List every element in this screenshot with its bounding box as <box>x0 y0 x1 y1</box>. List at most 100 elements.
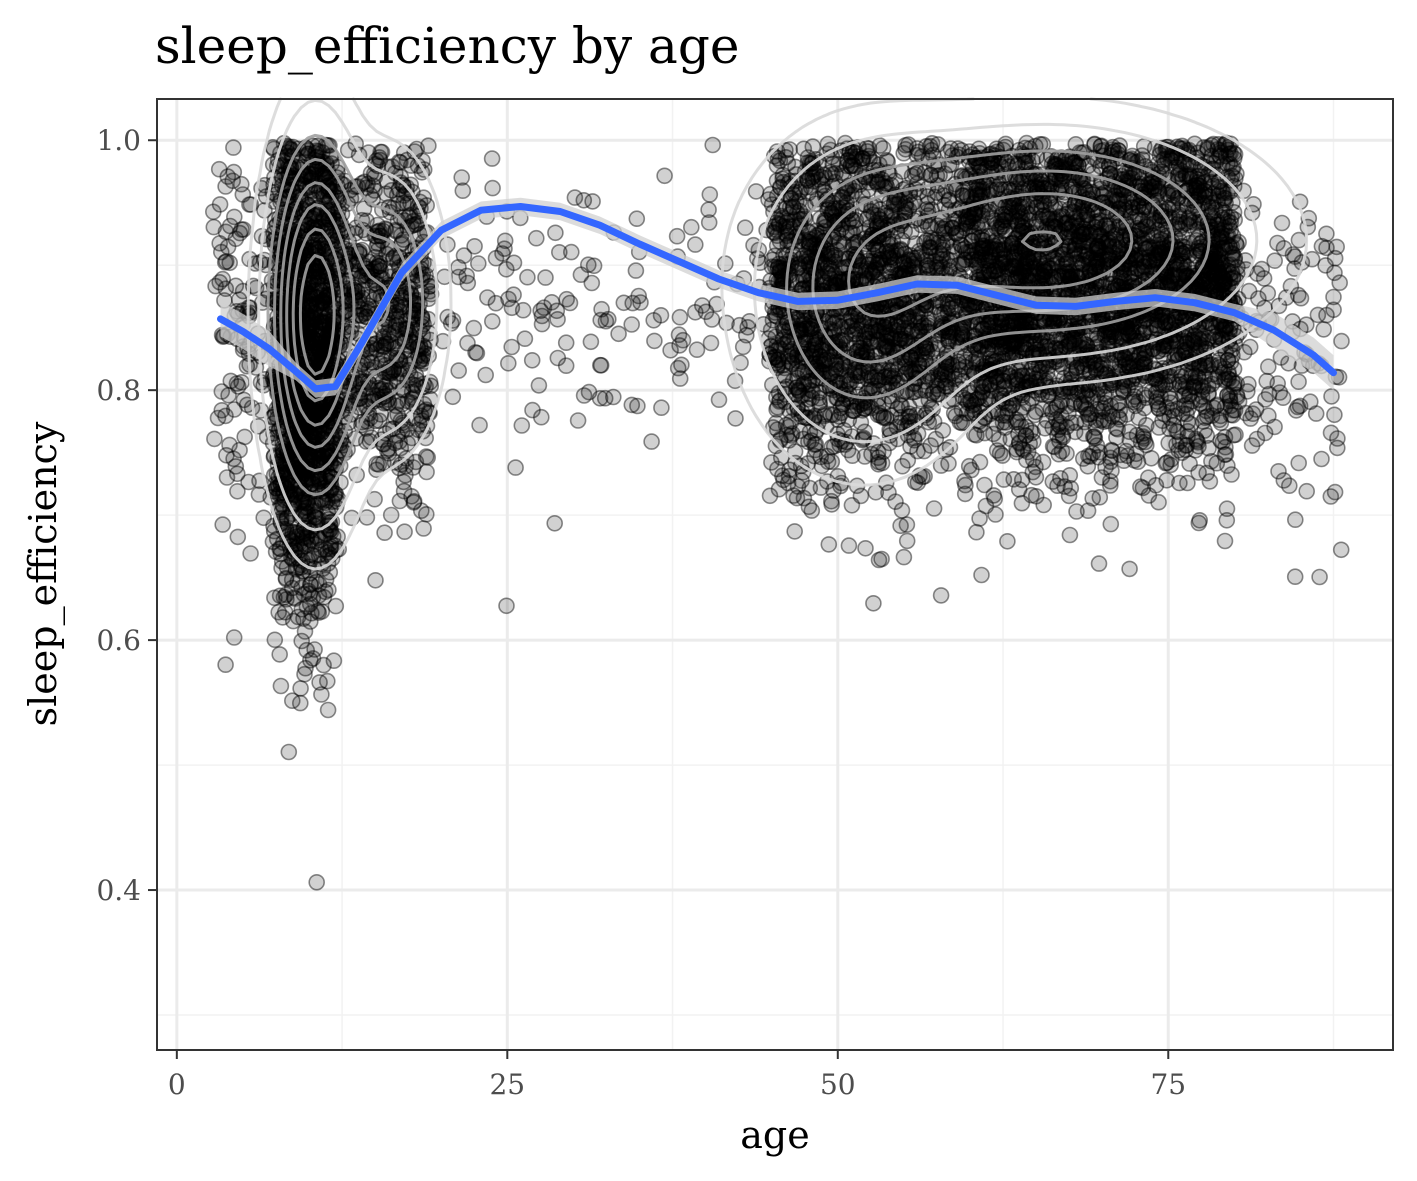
data-point <box>264 533 282 551</box>
data-point <box>935 187 953 204</box>
data-point <box>643 433 660 450</box>
data-point <box>319 701 337 719</box>
data-point <box>693 297 711 314</box>
data-point <box>293 632 311 650</box>
data-point <box>895 319 913 336</box>
data-point <box>308 509 326 527</box>
data-point <box>627 262 645 279</box>
data-point <box>301 613 319 630</box>
data-point <box>901 349 919 367</box>
data-point <box>716 255 734 272</box>
data-point <box>688 341 706 359</box>
data-point <box>530 377 548 394</box>
data-point <box>840 537 858 554</box>
data-point <box>932 587 950 604</box>
data-point <box>499 354 517 372</box>
data-point <box>820 536 838 553</box>
data-point <box>477 366 495 384</box>
data-point <box>217 280 235 298</box>
data-point <box>870 455 887 473</box>
data-point <box>224 172 241 190</box>
data-point <box>308 260 326 277</box>
data-point <box>514 301 532 319</box>
data-point <box>674 331 692 349</box>
data-point <box>899 451 917 469</box>
data-point <box>211 196 229 213</box>
data-point <box>289 608 307 626</box>
data-point <box>537 269 554 286</box>
data-point <box>309 270 327 288</box>
data-point <box>219 238 237 256</box>
data-point <box>242 545 259 562</box>
data-point <box>825 438 843 455</box>
data-point <box>897 195 915 212</box>
data-point <box>316 165 333 183</box>
data-point <box>591 356 609 374</box>
data-point <box>519 268 536 286</box>
data-point <box>247 279 265 297</box>
data-point <box>527 229 545 247</box>
data-point <box>704 136 722 154</box>
data-point <box>213 243 230 261</box>
data-point <box>479 289 496 306</box>
data-point <box>314 293 331 311</box>
data-point <box>300 446 318 464</box>
data-point <box>217 656 234 674</box>
data-point <box>668 227 686 245</box>
data-point <box>206 430 223 448</box>
data-point <box>211 235 228 252</box>
data-point <box>700 214 718 231</box>
data-point <box>869 256 887 274</box>
data-point <box>229 528 247 546</box>
data-point <box>936 165 954 182</box>
data-point <box>855 149 872 167</box>
data-point <box>702 334 720 352</box>
data-point <box>296 623 314 640</box>
data-point <box>227 458 245 475</box>
data-point <box>550 244 568 261</box>
data-point <box>824 308 842 326</box>
data-point <box>558 290 576 308</box>
data-point <box>524 401 541 419</box>
data-point <box>302 576 320 594</box>
data-point <box>484 179 501 197</box>
data-point <box>209 409 227 427</box>
data-point <box>305 310 323 328</box>
data-point <box>308 295 326 312</box>
data-point <box>298 452 315 470</box>
data-point <box>225 629 243 646</box>
data-point <box>308 288 326 306</box>
data-point <box>295 482 312 500</box>
data-point <box>292 680 309 697</box>
data-point <box>233 221 250 238</box>
data-point <box>920 150 938 167</box>
data-point <box>895 548 913 566</box>
data-point <box>318 170 336 188</box>
data-point <box>777 200 795 217</box>
data-point <box>301 447 319 464</box>
data-point <box>592 311 610 329</box>
data-point <box>296 537 314 555</box>
data-point <box>271 646 289 663</box>
data-point <box>296 665 313 683</box>
data-point <box>255 509 273 527</box>
data-point <box>444 388 462 406</box>
data-point <box>790 405 807 422</box>
data-point <box>220 386 237 404</box>
data-point <box>503 338 521 356</box>
data-point <box>225 450 242 468</box>
data-point <box>376 524 393 542</box>
data-point <box>267 543 285 561</box>
data-point <box>710 391 728 409</box>
data-point <box>218 469 236 486</box>
data-point <box>937 360 955 378</box>
data-point <box>623 316 641 333</box>
data-point <box>903 167 921 185</box>
data-point <box>317 541 335 558</box>
data-point <box>266 631 284 649</box>
data-point <box>629 397 646 415</box>
data-point <box>944 219 962 237</box>
data-point <box>213 383 231 400</box>
data-point <box>217 178 234 195</box>
data-point <box>523 351 541 369</box>
